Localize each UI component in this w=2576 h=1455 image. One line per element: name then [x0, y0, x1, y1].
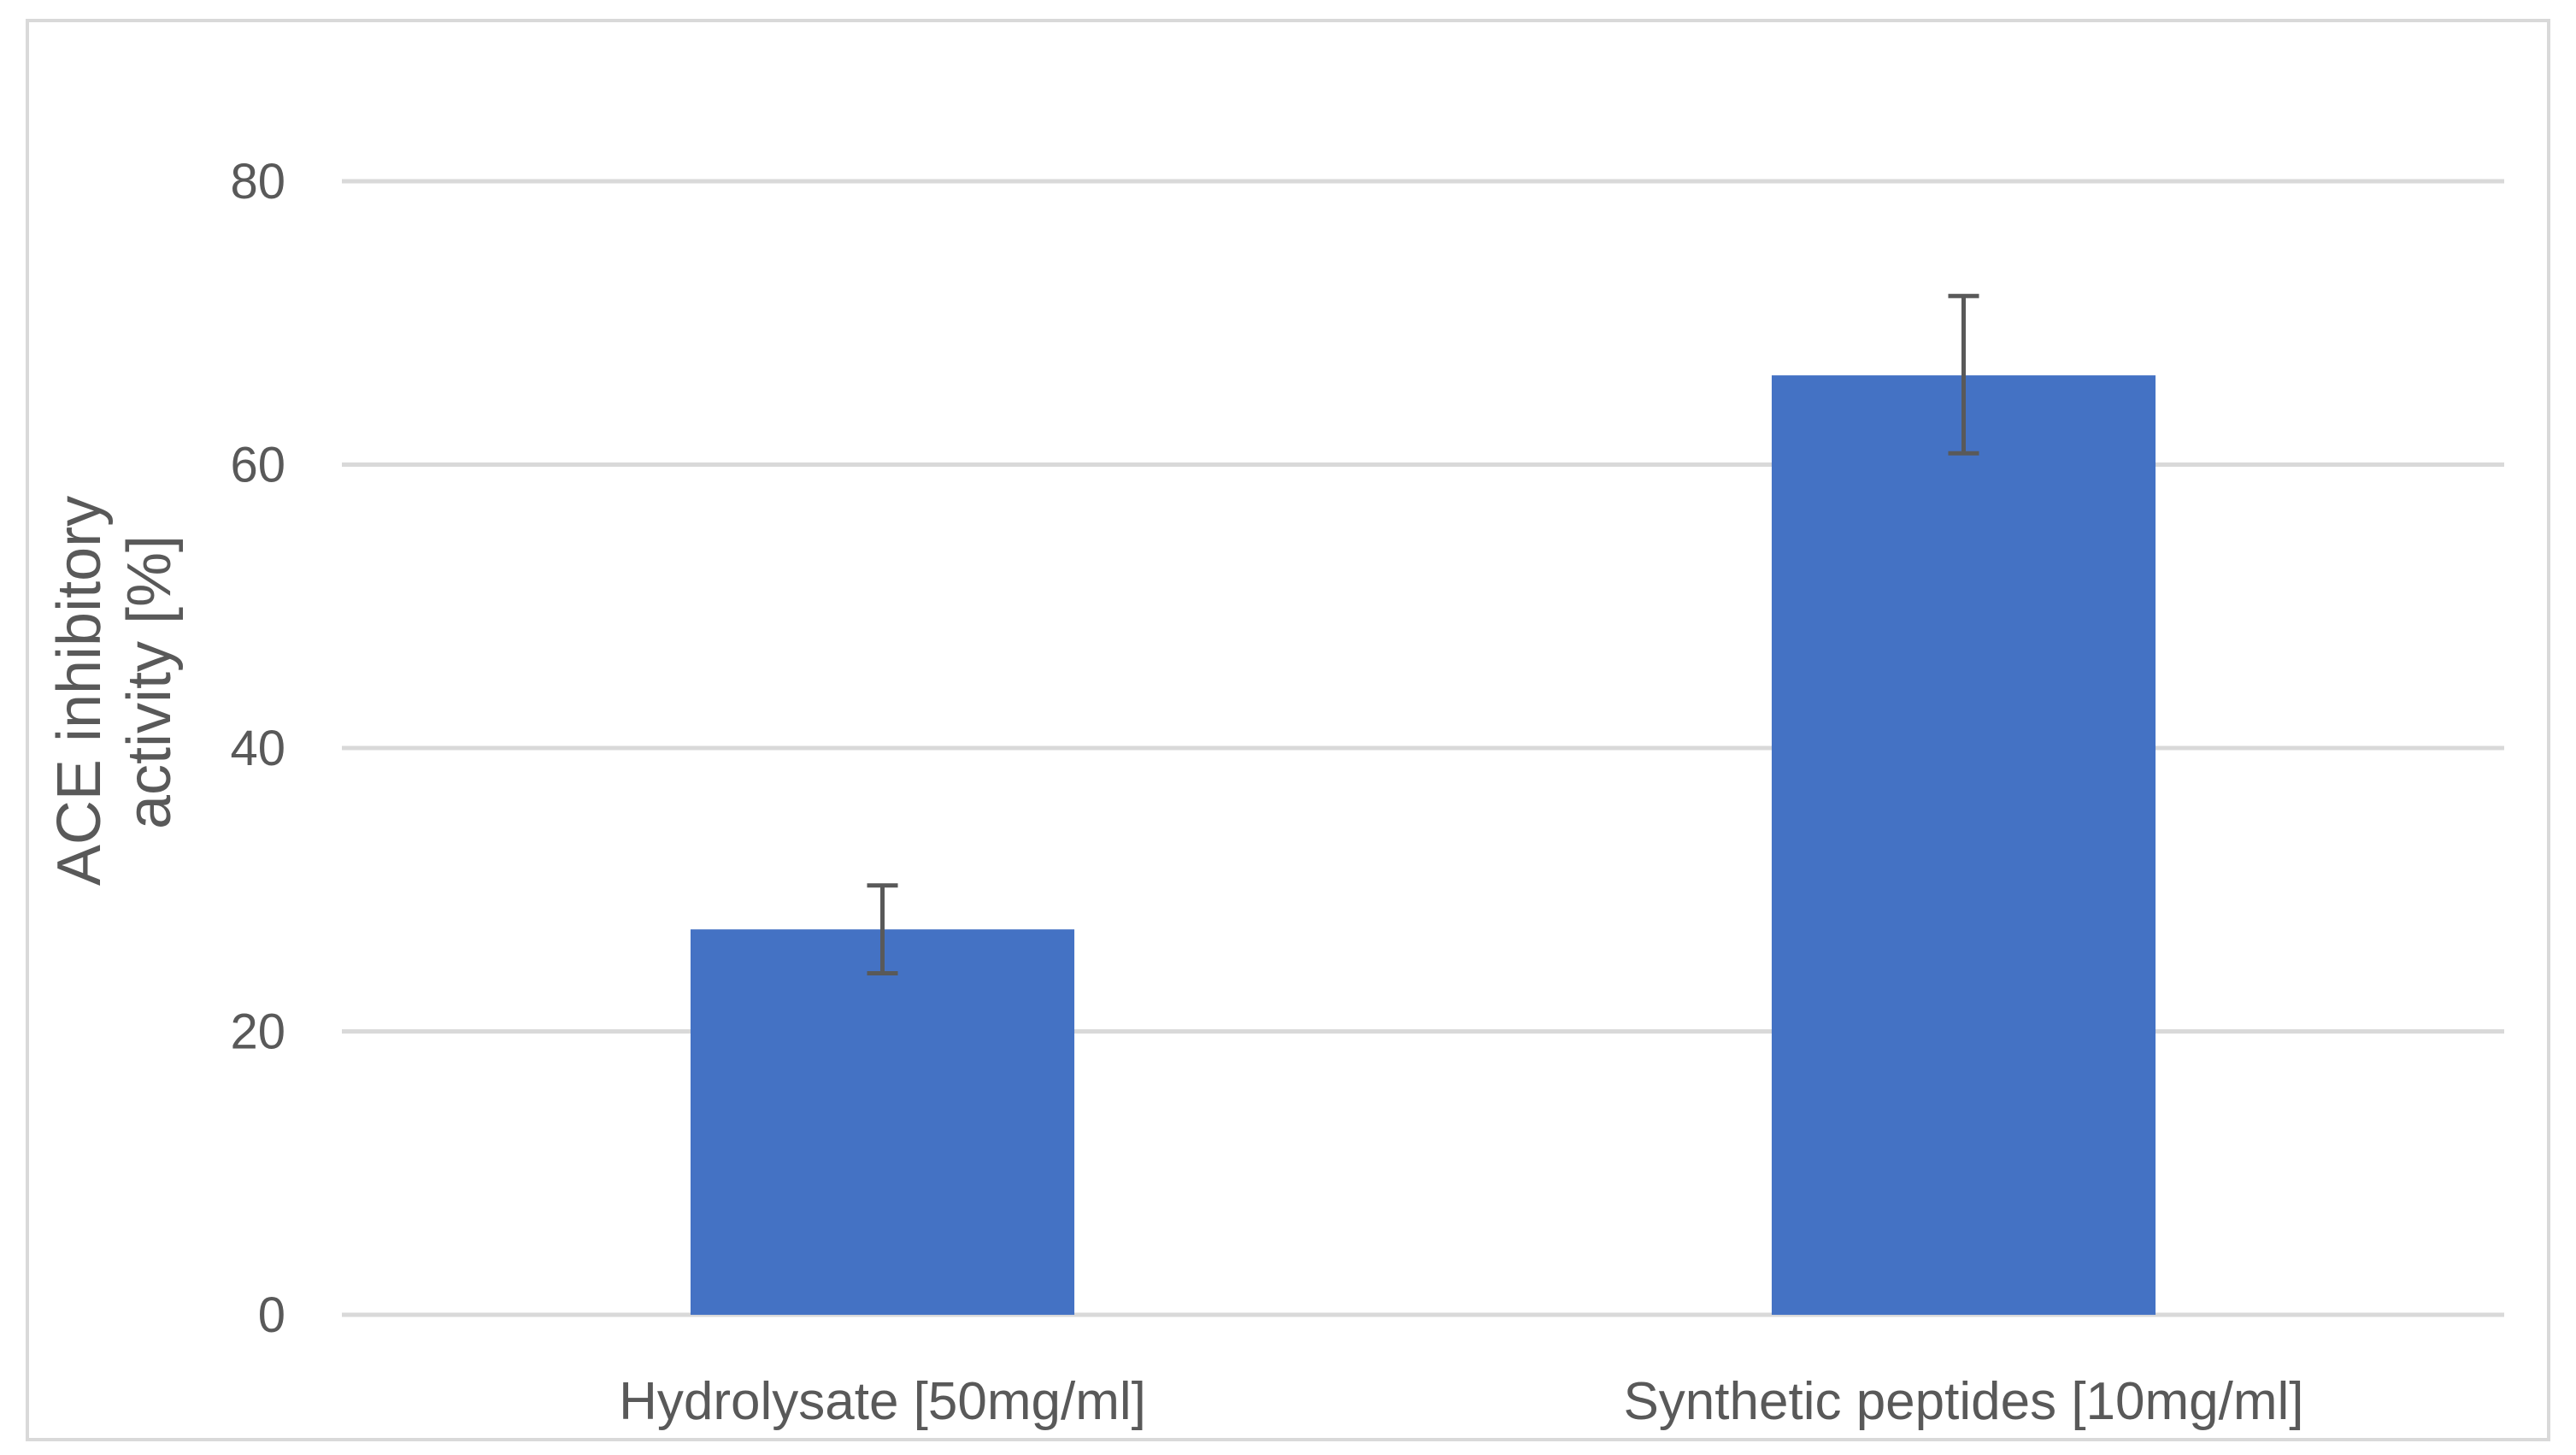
- bar-2: [1771, 375, 2156, 1315]
- y-axis-title-line-2: activity [%]: [115, 535, 184, 829]
- y-axis-ticks: 0 20 40 60 80: [230, 154, 285, 1343]
- y-axis-title: ACE inhibitory activity [%]: [45, 479, 184, 886]
- chart-border: [26, 19, 2550, 1441]
- y-axis-title-line-1: ACE inhibitory: [45, 496, 114, 886]
- error-bar-2: [1948, 293, 1979, 456]
- y-tick-label-20: 20: [230, 1004, 285, 1060]
- error-bar-1: [867, 883, 898, 976]
- x-category-label-1: Hydrolysate [50mg/ml]: [619, 1372, 1146, 1431]
- y-tick-label-80: 80: [230, 154, 285, 209]
- y-tick-label-0: 0: [258, 1287, 285, 1343]
- y-tick-label-60: 60: [230, 438, 285, 493]
- x-category-label-2: Synthetic peptides [10mg/ml]: [1623, 1372, 2303, 1431]
- bar-1: [690, 929, 1075, 1315]
- error-bars: [867, 293, 1979, 976]
- y-tick-label-40: 40: [230, 721, 285, 776]
- x-axis-categories: Hydrolysate [50mg/ml] Synthetic peptides …: [619, 1372, 2303, 1431]
- bars: [690, 375, 2156, 1315]
